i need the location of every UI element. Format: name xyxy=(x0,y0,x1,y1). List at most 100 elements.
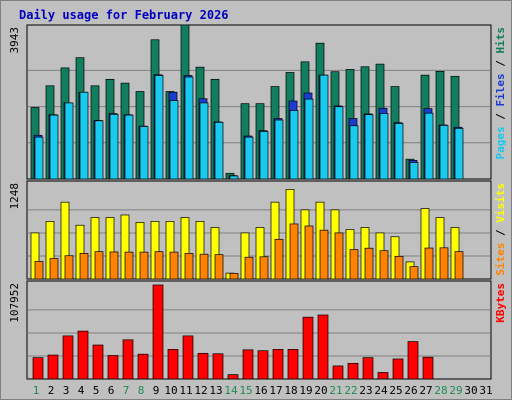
kbytes-bar xyxy=(302,316,314,380)
sites-bar xyxy=(364,247,374,280)
day-label: 29 xyxy=(449,384,462,397)
kbytes-bar xyxy=(152,284,164,380)
sites-bar xyxy=(109,251,119,280)
kbytes-bar xyxy=(92,344,104,380)
sites-bar xyxy=(409,266,419,280)
kbytes-bar xyxy=(257,350,269,380)
pages-bar xyxy=(109,113,119,180)
kbytes-bar xyxy=(212,353,224,380)
kbytes-bar xyxy=(242,349,254,380)
day-label: 2 xyxy=(48,384,55,397)
kbytes-bar xyxy=(272,349,284,380)
sites-bar xyxy=(349,249,359,280)
kbytes-bar xyxy=(62,335,74,380)
pages-bar xyxy=(244,136,254,180)
day-label: 31 xyxy=(479,384,492,397)
day-label: 19 xyxy=(299,384,312,397)
panel-2-ymax-label: 1248 xyxy=(8,183,21,210)
kbytes-bar xyxy=(332,365,344,380)
sites-bar xyxy=(94,251,104,280)
pages-bar xyxy=(64,102,74,180)
day-label: 1 xyxy=(33,384,40,397)
sites-bar xyxy=(319,229,329,280)
day-label: 18 xyxy=(284,384,297,397)
day-label: 30 xyxy=(464,384,477,397)
sites-bar xyxy=(274,238,284,280)
day-label: 3 xyxy=(63,384,70,397)
legend-files: Files xyxy=(494,73,507,106)
kbytes-bar xyxy=(47,354,59,380)
day-label: 21 xyxy=(329,384,342,397)
day-label: 7 xyxy=(123,384,130,397)
kbytes-bar xyxy=(107,355,119,380)
kbytes-bar xyxy=(422,356,434,380)
pages-bar xyxy=(394,123,404,180)
day-label: 16 xyxy=(254,384,267,397)
kbytes-bar xyxy=(407,341,419,380)
day-label: 17 xyxy=(269,384,282,397)
pages-bar xyxy=(319,74,329,180)
chart-title: Daily usage for February 2026 xyxy=(19,8,229,22)
sites-bar xyxy=(214,254,224,280)
kbytes-bar xyxy=(392,358,404,380)
sites-bar xyxy=(304,225,314,280)
pages-bar xyxy=(439,125,449,180)
day-label: 20 xyxy=(314,384,327,397)
kbytes-bar xyxy=(287,349,299,380)
sites-bar xyxy=(124,251,134,280)
legend-visits: Visits xyxy=(494,183,507,223)
kbytes-bar xyxy=(182,335,194,380)
day-label: 14 xyxy=(224,384,238,397)
pages-bar xyxy=(229,175,239,180)
sites-bar xyxy=(454,251,464,280)
pages-bar xyxy=(49,114,59,180)
sites-bar xyxy=(139,251,149,280)
kbytes-bar xyxy=(317,314,329,380)
sites-bar xyxy=(394,255,404,280)
sites-bar xyxy=(439,247,449,280)
day-label: 5 xyxy=(93,384,100,397)
kbytes-bar xyxy=(362,357,374,380)
pages-bar xyxy=(349,125,359,180)
pages-bar xyxy=(334,106,344,180)
day-label: 22 xyxy=(344,384,357,397)
day-label: 25 xyxy=(389,384,402,397)
pages-bar xyxy=(79,91,89,180)
kbytes-bar xyxy=(167,349,179,380)
kbytes-bar xyxy=(197,352,209,380)
kbytes-bar xyxy=(77,330,89,380)
pages-bar xyxy=(139,126,149,180)
panel-1-ymax-label: 3943 xyxy=(8,27,21,54)
pages-bar xyxy=(94,120,104,180)
panel-3-ymax-label: 107952 xyxy=(8,283,21,323)
pages-bar xyxy=(214,121,224,180)
day-label: 15 xyxy=(239,384,252,397)
sites-bar xyxy=(79,253,89,280)
pages-bar xyxy=(259,131,269,180)
panel-3-legend: KBytes xyxy=(494,283,507,323)
kbytes-bar xyxy=(347,362,359,380)
sites-bar xyxy=(199,253,209,280)
day-label: 23 xyxy=(359,384,372,397)
sites-bar xyxy=(49,258,59,280)
day-label: 11 xyxy=(179,384,192,397)
pages-bar xyxy=(199,102,209,180)
pages-bar xyxy=(34,136,44,180)
panel-2-legend: Sites / Visits xyxy=(494,183,507,276)
sites-bar xyxy=(289,223,299,280)
pages-bar xyxy=(454,128,464,180)
kbytes-bar xyxy=(377,372,389,380)
day-label: 26 xyxy=(404,384,417,397)
kbytes-bar xyxy=(227,374,239,380)
day-label: 6 xyxy=(108,384,115,397)
pages-bar xyxy=(124,114,134,180)
sites-bar xyxy=(34,261,44,280)
sites-bar xyxy=(334,232,344,280)
sites-bar xyxy=(259,256,269,280)
pages-bar xyxy=(169,100,179,180)
sites-bar xyxy=(379,250,389,280)
pages-bar xyxy=(409,162,419,180)
sites-bar xyxy=(154,251,164,280)
pages-bar xyxy=(304,98,314,180)
